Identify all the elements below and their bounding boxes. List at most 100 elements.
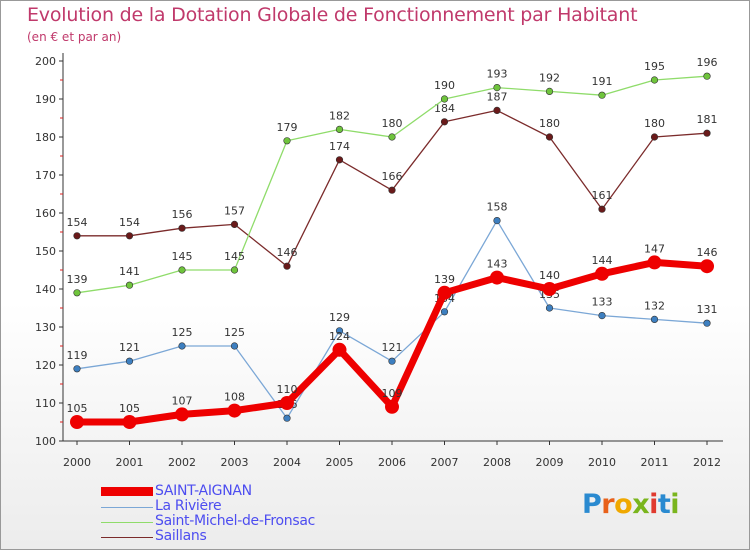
chart-subtitle: (en € et par an) xyxy=(27,30,122,44)
legend-item-la-riviere: La Rivière xyxy=(101,498,401,515)
legend-label-la-riviere: La Rivière xyxy=(155,498,222,514)
data-label-saint-michel-de-fronsac: 179 xyxy=(277,121,298,134)
data-label-saint-aignan: 146 xyxy=(697,246,718,259)
data-point-la-riviere xyxy=(73,365,81,373)
data-point-saint-michel-de-fronsac xyxy=(545,87,554,95)
data-label-saint-michel-de-fronsac: 145 xyxy=(172,250,193,263)
data-point-saint-aignan xyxy=(595,266,609,281)
legend-swatch-la-riviere xyxy=(101,507,153,508)
data-point-saillans xyxy=(703,129,711,137)
x-tick-label: 2008 xyxy=(483,456,511,469)
y-tick-label: 110 xyxy=(35,397,56,410)
data-label-la-riviere: 125 xyxy=(172,326,193,339)
y-tick-label: 190 xyxy=(35,93,56,106)
data-label-saint-michel-de-fronsac: 191 xyxy=(592,75,613,88)
data-label-saint-aignan: 110 xyxy=(277,383,298,396)
legend-swatch-saint-michel-de-fronsac xyxy=(101,522,153,523)
x-tick-label: 2001 xyxy=(116,456,144,469)
data-label-saint-michel-de-fronsac: 180 xyxy=(382,117,403,130)
legend: SAINT-AIGNAN La Rivière Saint-Michel-de-… xyxy=(101,483,401,545)
x-tick-label: 2003 xyxy=(221,456,249,469)
x-tick-label: 2005 xyxy=(326,456,354,469)
logo-letter: P xyxy=(582,489,602,520)
y-tick-label: 100 xyxy=(35,435,56,448)
data-label-la-riviere: 158 xyxy=(487,201,508,214)
x-tick-label: 2004 xyxy=(273,456,301,469)
data-point-saint-aignan xyxy=(227,403,242,418)
data-point-saillans xyxy=(598,205,606,213)
data-point-saint-michel-de-fronsac xyxy=(388,133,396,141)
data-label-saillans: 187 xyxy=(487,90,508,103)
logo-letter: t xyxy=(657,489,671,520)
data-label-saint-michel-de-fronsac: 145 xyxy=(224,250,245,263)
data-label-la-riviere: 132 xyxy=(644,299,665,312)
y-tick-label: 120 xyxy=(35,359,56,372)
data-point-saint-michel-de-fronsac xyxy=(703,72,711,80)
x-tick-label: 2002 xyxy=(168,456,196,469)
chart-title: Evolution de la Dotation Globale de Fonc… xyxy=(27,4,638,26)
data-point-saint-michel-de-fronsac xyxy=(650,76,659,84)
data-label-la-riviere: 121 xyxy=(119,341,140,354)
data-point-saint-michel-de-fronsac xyxy=(335,125,344,133)
data-point-la-riviere xyxy=(283,414,291,422)
data-label-saillans: 146 xyxy=(277,246,298,259)
data-point-saillans xyxy=(335,156,344,164)
data-label-saint-aignan: 109 xyxy=(382,387,403,400)
data-point-saillans xyxy=(283,262,291,270)
data-point-saint-aignan xyxy=(332,342,347,357)
data-label-la-riviere: 125 xyxy=(224,326,245,339)
line-chart: 100 110 120 130 140 150 160 170 180 190 200 2000 200… xyxy=(35,53,723,469)
x-tick-label: 2010 xyxy=(588,456,616,469)
data-point-la-riviere xyxy=(388,357,396,365)
legend-item-saint-michel-de-fronsac: Saint-Michel-de-Fronsac xyxy=(101,513,401,530)
data-point-saint-aignan xyxy=(437,285,452,300)
data-point-la-riviere xyxy=(440,308,449,316)
data-label-saint-michel-de-fronsac: 192 xyxy=(539,71,560,84)
data-point-la-riviere xyxy=(650,315,659,324)
y-tick-label: 180 xyxy=(35,131,56,144)
legend-label-saillans: Saillans xyxy=(155,528,207,544)
proxiti-logo: Proxiti xyxy=(582,489,680,520)
data-point-saint-aignan xyxy=(122,415,137,429)
data-point-saint-aignan xyxy=(647,255,662,270)
x-tick-label: 2011 xyxy=(641,456,669,469)
data-label-saint-michel-de-fronsac: 182 xyxy=(329,109,350,122)
data-point-la-riviere xyxy=(598,312,606,320)
data-label-saint-aignan: 124 xyxy=(329,330,350,343)
data-label-saint-aignan: 144 xyxy=(592,254,613,267)
data-point-la-riviere xyxy=(493,217,501,225)
data-label-saillans: 166 xyxy=(382,170,403,183)
y-tick-label: 150 xyxy=(35,245,56,258)
x-tick-label: 2012 xyxy=(693,456,721,469)
data-point-saillans xyxy=(125,232,134,240)
data-label-saint-aignan: 108 xyxy=(224,391,245,404)
data-point-saint-aignan xyxy=(175,407,189,422)
data-point-la-riviere xyxy=(703,319,711,327)
data-label-saint-aignan: 105 xyxy=(67,402,88,415)
data-label-saint-aignan: 140 xyxy=(539,269,560,282)
data-label-saillans: 180 xyxy=(644,117,665,130)
x-tick-label: 2006 xyxy=(378,456,406,469)
data-label-saint-aignan: 107 xyxy=(172,394,193,407)
data-label-saillans: 181 xyxy=(697,113,718,126)
logo-letter: i xyxy=(649,489,658,520)
data-point-saillans xyxy=(73,232,81,240)
data-point-la-riviere xyxy=(545,304,554,312)
logo-letter: r xyxy=(601,489,615,520)
data-label-la-riviere: 131 xyxy=(697,303,718,316)
x-tick-label: 2000 xyxy=(63,456,91,469)
data-point-saillans xyxy=(178,224,186,232)
data-label-saint-aignan: 147 xyxy=(644,242,665,255)
data-point-la-riviere xyxy=(178,342,186,350)
data-point-saillans xyxy=(440,118,449,126)
data-point-saillans xyxy=(493,106,501,114)
data-point-saint-aignan xyxy=(700,259,714,274)
data-label-saint-michel-de-fronsac: 193 xyxy=(487,68,508,81)
logo-letter: i xyxy=(670,489,680,520)
data-point-saint-aignan xyxy=(385,399,399,414)
data-point-saint-michel-de-fronsac xyxy=(598,91,606,99)
data-point-saillans xyxy=(388,186,396,194)
data-point-saint-aignan xyxy=(490,270,504,285)
data-point-la-riviere xyxy=(125,357,134,365)
